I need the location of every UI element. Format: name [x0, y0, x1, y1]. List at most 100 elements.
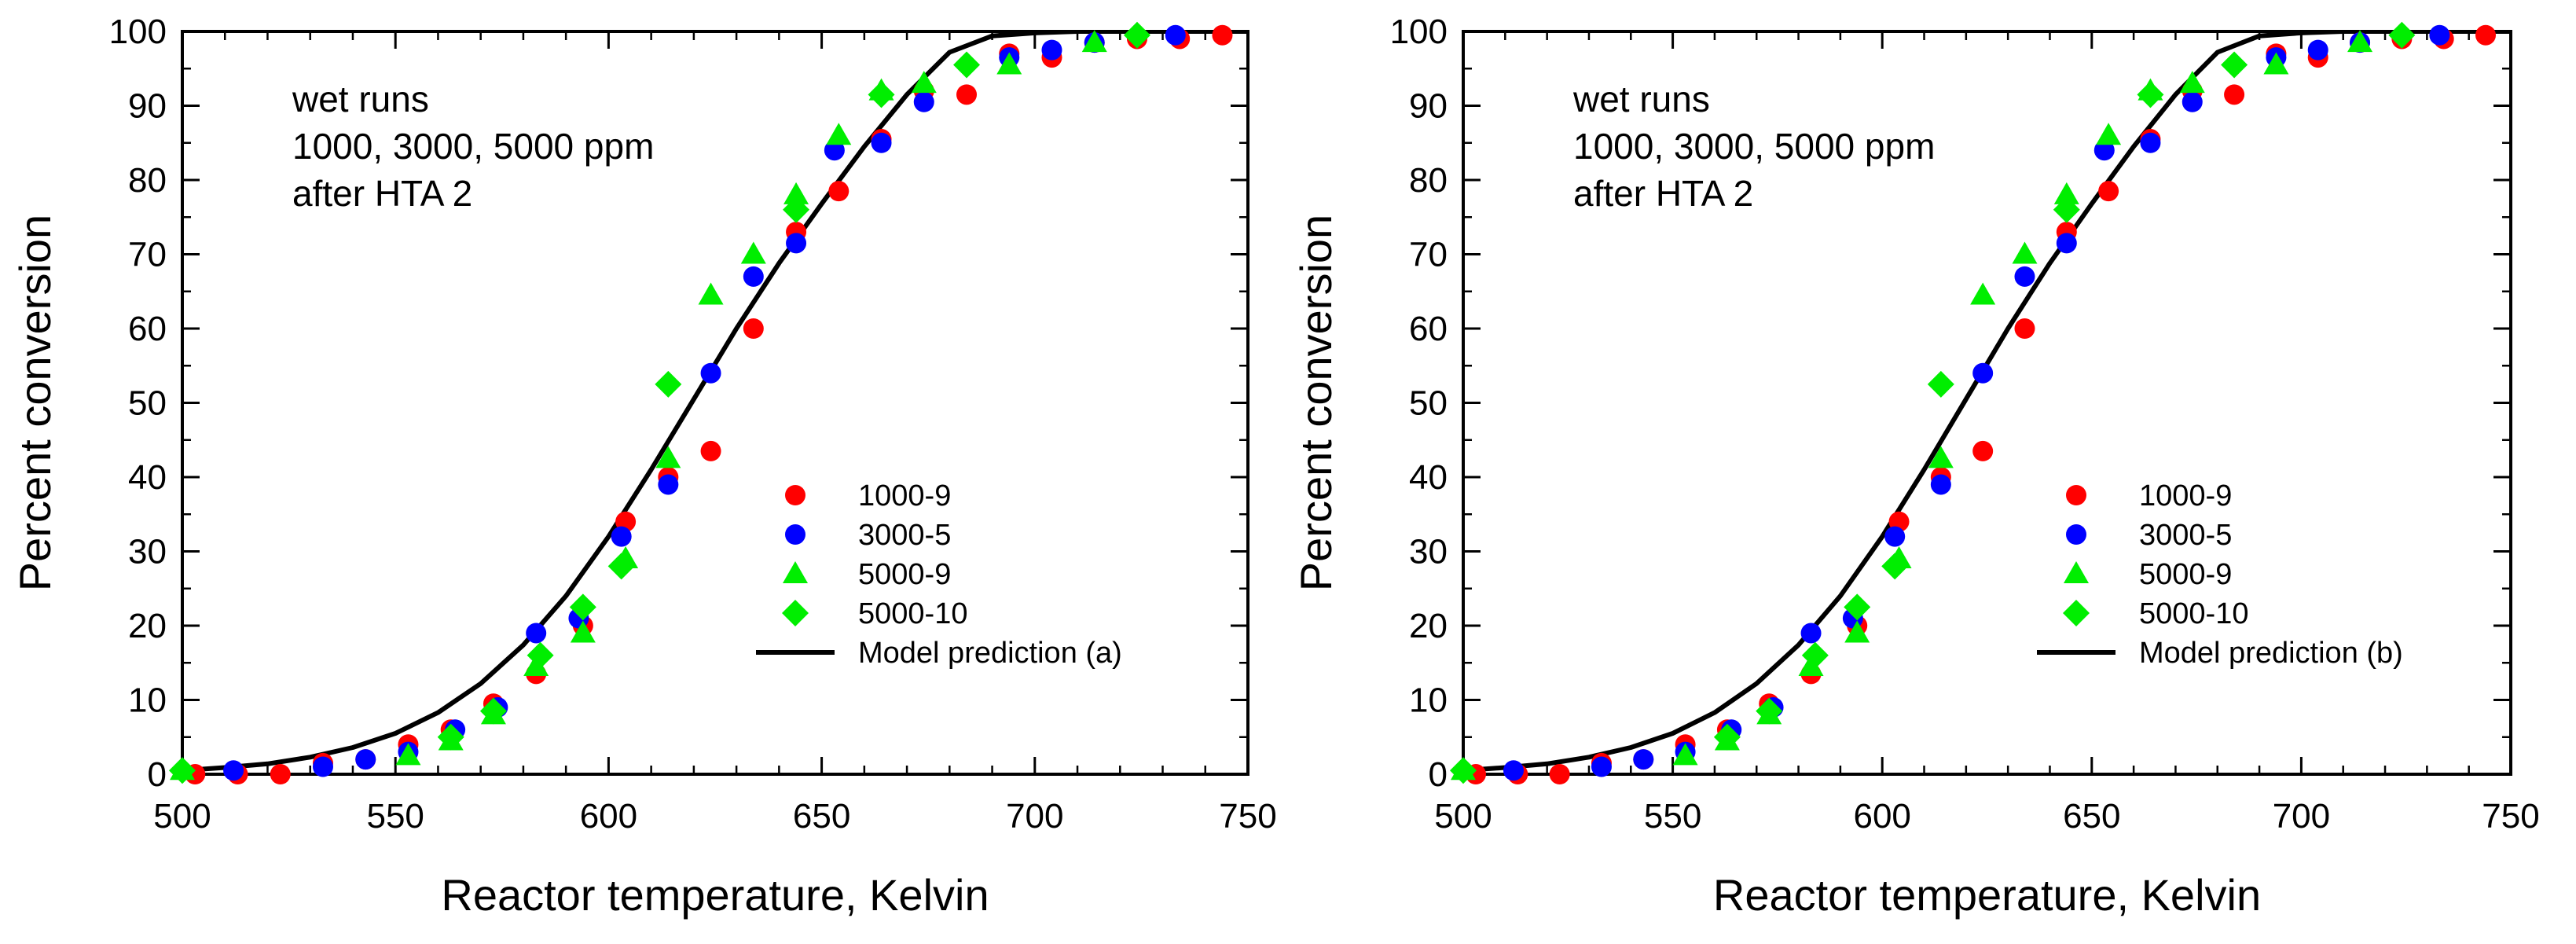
data-point-3000-5 — [913, 91, 934, 112]
legend-label: Model prediction (b) — [2139, 637, 2403, 670]
y-tick-label: 100 — [1390, 13, 1448, 51]
data-point-5000-10 — [1450, 757, 1477, 784]
y-tick-label: 10 — [128, 681, 167, 720]
data-point-5000-10 — [1713, 723, 1741, 751]
annotation-line: 1000, 3000, 5000 ppm — [292, 126, 654, 167]
data-point-5000-10 — [607, 553, 635, 580]
chart-panel-a: 500 550 600 650 700 750 0 10 20 30 40 50 60 70 80 90 100… — [10, 13, 1277, 920]
legend-label: 3000-5 — [858, 519, 951, 552]
x-tick-label: 650 — [2063, 797, 2120, 836]
data-point-3000-5 — [2140, 132, 2161, 153]
data-point-3000-5 — [611, 526, 632, 547]
data-point-5000-9 — [2263, 52, 2289, 75]
y-tick-label: 0 — [1429, 755, 1448, 794]
x-tick-label: 600 — [1853, 797, 1910, 836]
data-point-1000-9 — [743, 318, 764, 339]
data-point-5000-10 — [2053, 196, 2080, 223]
data-point-5000-10 — [655, 370, 682, 398]
y-tick-label: 70 — [1409, 236, 1448, 274]
legend-marker-3000-5 — [2066, 524, 2086, 545]
data-point-3000-5 — [743, 266, 764, 287]
data-point-5000-9 — [395, 743, 421, 766]
data-point-3000-5 — [1041, 39, 1062, 61]
data-point-5000-10 — [527, 641, 554, 669]
data-point-3000-5 — [700, 362, 721, 384]
x-tick-label: 550 — [1644, 797, 1701, 836]
data-point-5000-10 — [2221, 51, 2248, 79]
data-point-5000-9 — [1798, 653, 1824, 676]
y-axis-title: Percent conversion — [10, 215, 60, 591]
data-point-3000-5 — [526, 623, 547, 644]
data-point-5000-9 — [1928, 446, 1954, 468]
data-point-5000-10 — [1123, 21, 1150, 49]
legend-marker-5000-10 — [782, 600, 809, 626]
annotation-line: wet runs — [292, 79, 429, 119]
x-tick-label: 650 — [793, 797, 850, 836]
data-point-5000-9 — [2096, 123, 2122, 145]
legend-label: 5000-9 — [2139, 558, 2232, 591]
x-tick-label: 600 — [580, 797, 637, 836]
data-point-1000-9 — [2014, 318, 2035, 339]
data-point-5000-10 — [1756, 697, 1783, 725]
y-tick-label: 90 — [128, 87, 167, 126]
x-axis-title: Reactor temperature, Kelvin — [1713, 870, 2261, 920]
legend-label: 1000-9 — [858, 479, 951, 512]
data-point-1000-9 — [270, 764, 291, 784]
data-point-5000-9 — [1081, 30, 1107, 53]
data-point-5000-9 — [826, 123, 852, 145]
data-point-3000-5 — [1930, 474, 1951, 495]
data-point-5000-10 — [569, 593, 596, 621]
data-point-5000-10 — [1801, 641, 1829, 669]
data-point-5000-9 — [655, 446, 681, 468]
y-axis-title: Percent conversion — [1291, 215, 1341, 591]
data-point-5000-10 — [1844, 593, 1871, 621]
y-tick-label: 60 — [128, 310, 167, 348]
data-point-5000-10 — [2388, 21, 2416, 49]
data-point-5000-9 — [2179, 71, 2205, 94]
data-point-5000-9 — [783, 182, 809, 204]
data-point-3000-5 — [1591, 756, 1612, 777]
data-point-5000-10 — [437, 723, 464, 751]
data-point-5000-9 — [996, 52, 1022, 75]
data-point-1000-9 — [2475, 24, 2497, 46]
data-point-3000-5 — [1972, 362, 1994, 384]
annotation-line: after HTA 2 — [292, 173, 472, 214]
x-tick-label: 750 — [1219, 797, 1276, 836]
chart-panel-b: 500 550 600 650 700 750 0 10 20 30 40 50 60 70 80 90 100… — [1291, 13, 2540, 920]
y-tick-label: 50 — [1409, 384, 1448, 423]
data-point-3000-5 — [312, 756, 333, 777]
x-tick-label: 500 — [153, 797, 211, 836]
y-tick-label: 70 — [128, 236, 167, 274]
data-point-5000-9 — [2012, 241, 2038, 264]
data-point-3000-5 — [1165, 24, 1186, 46]
x-tick-label: 550 — [366, 797, 424, 836]
y-tick-label: 40 — [128, 458, 167, 497]
legend-label: 5000-9 — [858, 558, 951, 591]
series-5000-10 — [1450, 21, 2416, 784]
data-point-3000-5 — [658, 474, 679, 495]
annotation-line: 1000, 3000, 5000 ppm — [1573, 126, 1935, 167]
data-point-1000-9 — [828, 181, 849, 202]
x-tick-label: 700 — [2273, 797, 2330, 836]
data-point-3000-5 — [1884, 526, 1906, 547]
data-point-5000-9 — [1844, 620, 1870, 643]
data-point-5000-9 — [740, 241, 766, 264]
data-point-5000-9 — [1672, 743, 1698, 766]
data-point-5000-10 — [169, 757, 196, 784]
legend-marker-5000-9 — [783, 561, 808, 583]
legend-label: 1000-9 — [2139, 479, 2232, 512]
data-point-1000-9 — [2224, 84, 2245, 105]
legend-marker-1000-9 — [2066, 485, 2086, 505]
legend-label: 5000-10 — [2139, 597, 2248, 630]
legend-marker-5000-9 — [2064, 561, 2089, 583]
legend-marker-5000-10 — [2063, 600, 2090, 626]
x-tick-label: 500 — [1434, 797, 1492, 836]
data-point-3000-5 — [786, 233, 807, 254]
y-tick-label: 20 — [128, 607, 167, 645]
data-point-5000-10 — [783, 196, 810, 223]
data-point-5000-10 — [1881, 553, 1909, 580]
y-tick-label: 20 — [1409, 607, 1448, 645]
y-tick-label: 80 — [128, 161, 167, 200]
data-point-3000-5 — [2307, 39, 2328, 61]
